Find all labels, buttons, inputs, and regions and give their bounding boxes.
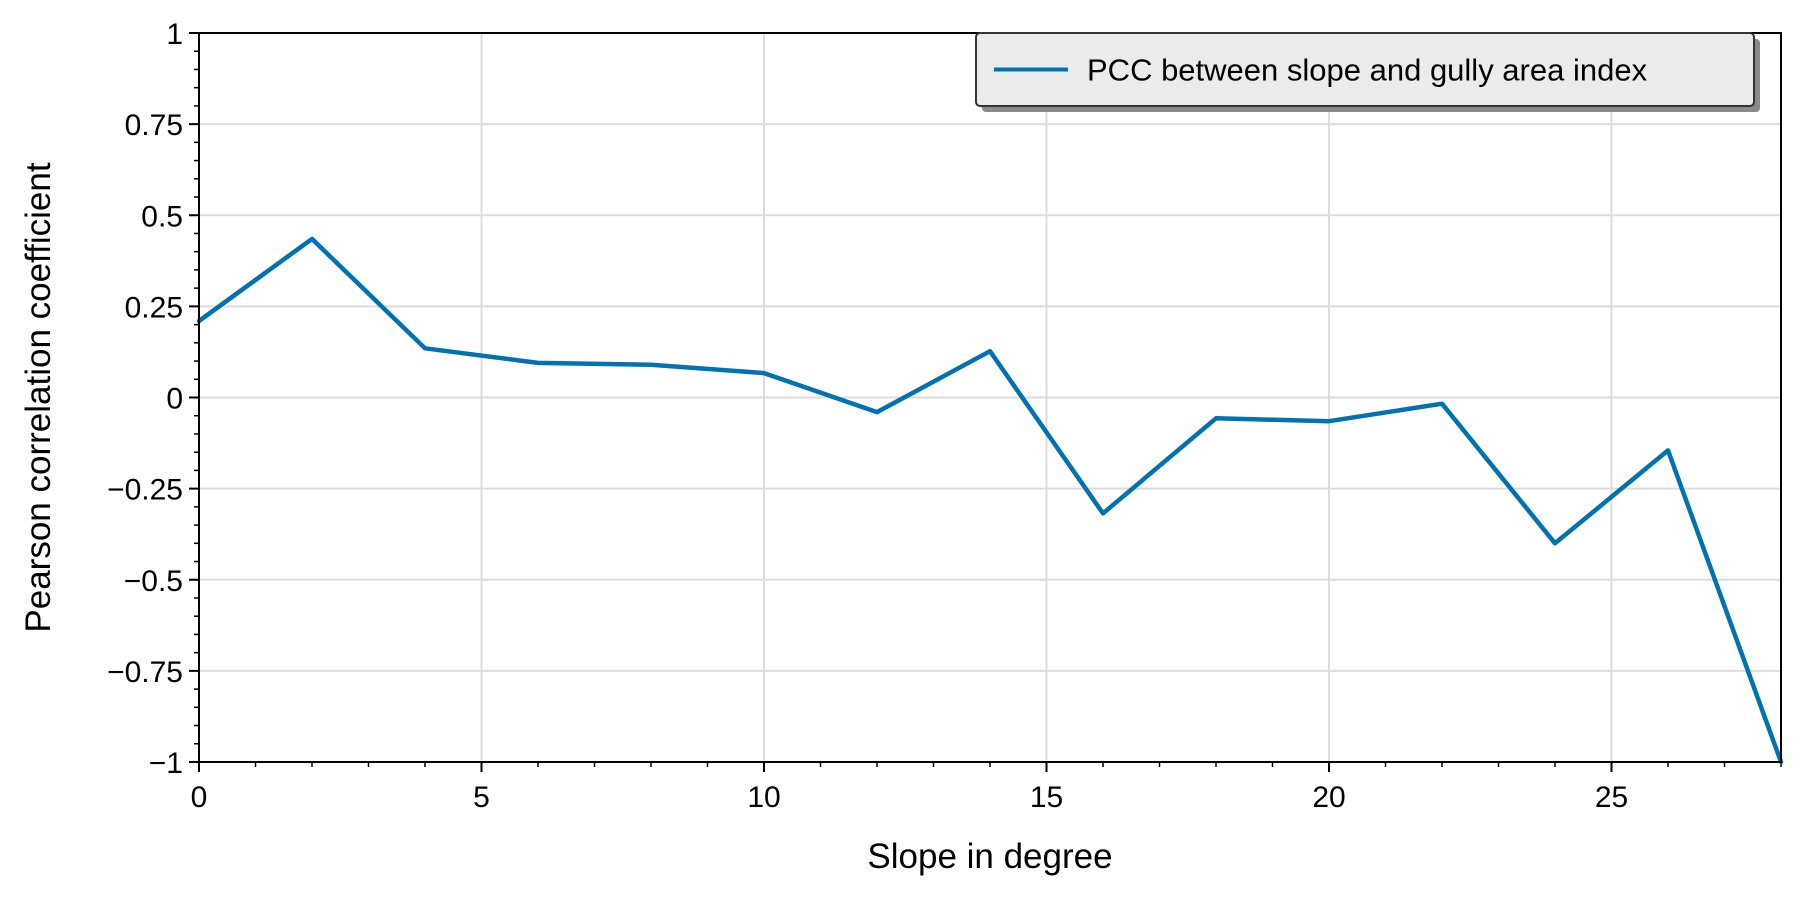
x-tick-label: 5	[473, 781, 490, 814]
y-tick-label: −1	[149, 747, 183, 780]
major-ticks	[189, 32, 1613, 772]
legend-box	[975, 32, 1755, 107]
y-tick-label: 0.25	[125, 291, 183, 324]
y-tick-label: 0	[166, 383, 183, 416]
x-tick-label: 0	[191, 781, 208, 814]
y-axis-label: Pearson correlation coefficient	[19, 162, 58, 632]
y-tick-label: 0.75	[125, 109, 183, 142]
legend-label: PCC between slope and gully area index	[1087, 53, 1648, 88]
x-tick-label: 20	[1312, 781, 1345, 814]
x-axis-label: Slope in degree	[867, 837, 1112, 876]
x-tick-label: 15	[1030, 781, 1063, 814]
series-line	[196, 236, 1784, 765]
grid-lines	[199, 33, 1781, 762]
y-tick-label: −0.25	[107, 474, 183, 507]
y-tick-label: −0.75	[107, 656, 183, 689]
y-tick-label: −0.5	[124, 565, 183, 598]
minor-ticks	[194, 50, 1782, 767]
x-tick-label: 25	[1595, 781, 1628, 814]
series-layer	[196, 236, 1784, 765]
x-tick-label: 10	[747, 781, 780, 814]
y-tick-label: 1	[166, 18, 183, 51]
legend: PCC between slope and gully area index	[975, 32, 1760, 112]
tick-labels: 0 5 10 15 20 25 −1 −0.75 −0.5 −0.25 0 0.25 0.5 0.75 1	[107, 18, 1628, 814]
y-tick-label: 0.5	[141, 200, 183, 233]
